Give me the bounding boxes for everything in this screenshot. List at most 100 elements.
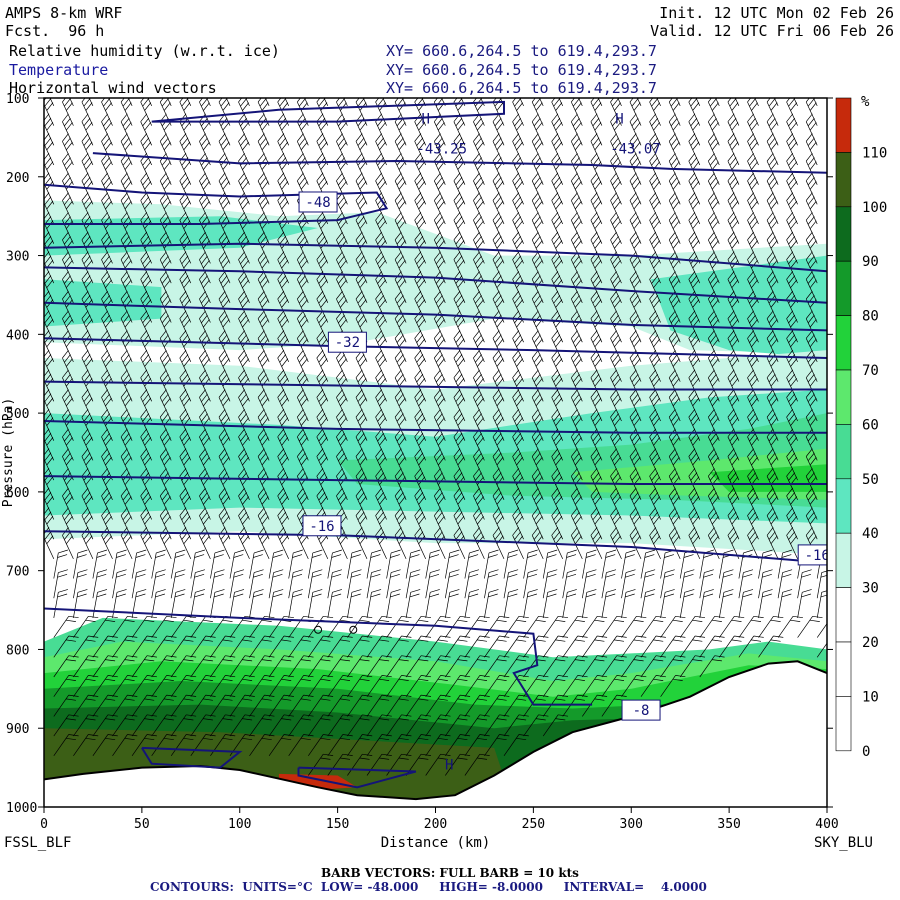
wind-barb xyxy=(81,448,94,481)
wind-barb xyxy=(453,408,466,441)
wind-barb xyxy=(316,330,329,363)
wind-barb xyxy=(590,487,603,520)
wind-barb xyxy=(268,589,284,618)
wind-barb xyxy=(610,349,622,382)
wind-barb xyxy=(786,192,798,225)
wind-barb xyxy=(512,271,524,303)
wind-barb xyxy=(766,192,779,225)
wind-barb xyxy=(766,487,779,520)
wind-barb xyxy=(62,428,74,461)
wind-barb xyxy=(747,527,759,560)
wind-barb xyxy=(425,569,440,599)
wind-barb xyxy=(473,507,485,540)
wind-barb xyxy=(44,369,55,402)
wind-barb xyxy=(62,408,74,441)
wind-barb xyxy=(601,589,617,618)
wind-barb xyxy=(492,310,505,343)
wind-barb xyxy=(120,290,133,323)
wind-barb xyxy=(120,408,133,441)
wind-barb xyxy=(688,251,701,284)
wind-barb xyxy=(747,212,759,244)
wind-barb xyxy=(492,448,505,481)
wind-barb xyxy=(766,152,779,185)
wind-barb xyxy=(610,113,622,146)
wind-barb xyxy=(218,408,231,441)
wind-barb xyxy=(786,408,798,441)
wind-barb xyxy=(81,172,94,205)
wind-barb xyxy=(101,448,113,481)
wind-barb xyxy=(394,251,407,284)
wind-barb xyxy=(257,527,270,560)
wind-barb xyxy=(766,389,779,422)
colorbar-swatch xyxy=(835,641,852,697)
wind-barb xyxy=(473,408,485,441)
wind-barb xyxy=(81,152,94,185)
wind-barb xyxy=(473,448,485,481)
wind-barb xyxy=(551,369,564,402)
wind-barb xyxy=(786,330,798,363)
wind-barb xyxy=(707,212,720,244)
wind-barb xyxy=(218,349,231,382)
wind-barb xyxy=(747,172,759,205)
wind-barb xyxy=(727,152,740,185)
wind-barb xyxy=(492,468,505,500)
wind-barb xyxy=(316,428,329,461)
wind-barb xyxy=(629,448,642,481)
wind-barb xyxy=(44,172,55,205)
wind-barb xyxy=(316,487,329,520)
wind-barb xyxy=(81,290,94,323)
wind-barb xyxy=(660,589,675,618)
wind-barb xyxy=(433,527,446,560)
wind-barb xyxy=(610,487,622,520)
wind-barb xyxy=(238,231,250,264)
wind-barb xyxy=(649,192,661,225)
wind-barb xyxy=(786,349,798,382)
wind-barb xyxy=(375,349,387,382)
wind-barb xyxy=(492,408,505,441)
wind-barb xyxy=(307,589,323,618)
wind-barb xyxy=(747,192,759,225)
high-marker-value: -43.25 xyxy=(416,141,467,157)
wind-barb xyxy=(766,408,779,441)
wind-barb xyxy=(375,330,387,363)
wind-barb xyxy=(120,251,133,284)
wind-barb xyxy=(316,251,329,284)
wind-barb xyxy=(386,549,401,579)
wind-barb xyxy=(551,271,564,303)
wind-barb xyxy=(433,152,446,185)
wind-barb xyxy=(805,133,818,166)
wind-barb xyxy=(640,569,656,599)
x-tick-label: 200 xyxy=(424,817,447,832)
wind-barb xyxy=(101,271,113,303)
wind-barb xyxy=(277,527,290,560)
isotherm-label: -32 xyxy=(335,335,360,351)
wind-barb xyxy=(229,569,245,599)
wind-barb xyxy=(218,113,231,146)
wind-barb xyxy=(101,507,113,540)
wind-barb xyxy=(336,389,348,422)
wind-barb xyxy=(707,448,720,481)
wind-barb xyxy=(766,231,779,264)
wind-barb xyxy=(296,448,309,481)
wind-barb xyxy=(797,589,812,618)
wind-barb xyxy=(727,330,740,363)
wind-barb xyxy=(570,192,583,225)
wind-barb xyxy=(699,569,714,599)
wind-barb xyxy=(394,212,407,244)
wind-barb xyxy=(316,212,329,244)
wind-barb xyxy=(727,231,740,264)
wind-barb xyxy=(394,310,407,343)
wind-barb xyxy=(327,589,343,618)
wind-barb xyxy=(531,290,544,323)
wind-barb xyxy=(747,408,759,441)
isotherm-line xyxy=(44,183,389,225)
wind-barb xyxy=(805,271,818,303)
wind-barb xyxy=(296,389,309,422)
wind-barb xyxy=(531,172,544,205)
wind-barb xyxy=(473,212,485,244)
wind-barb xyxy=(640,589,656,618)
wind-barb xyxy=(766,448,779,481)
field-temp-text: Temperature xyxy=(9,61,109,79)
wind-barb xyxy=(492,192,505,225)
